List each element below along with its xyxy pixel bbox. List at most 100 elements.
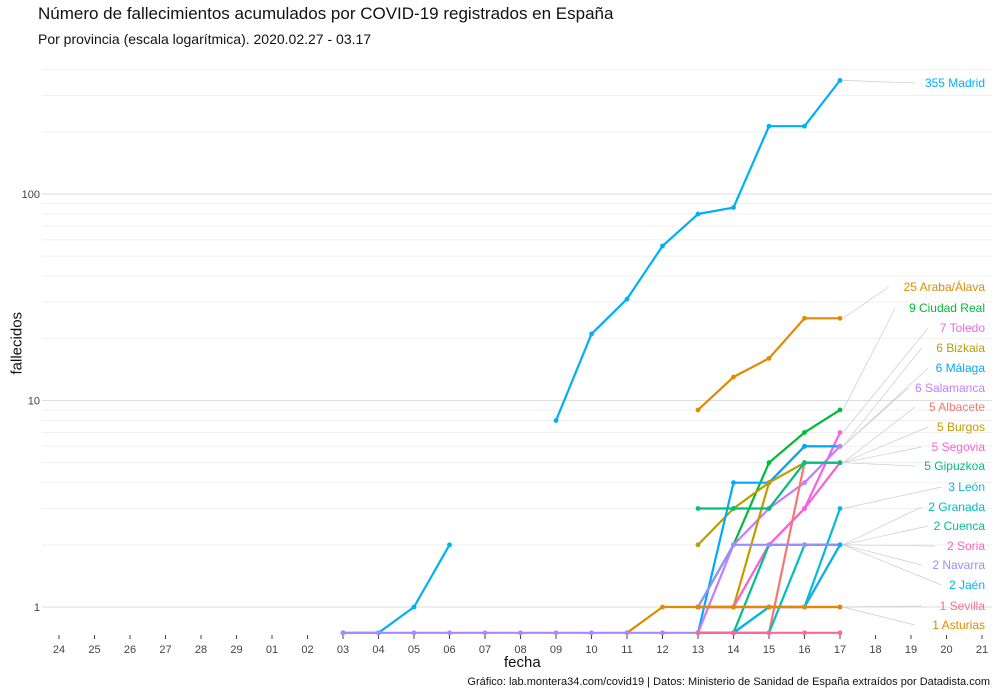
data-point	[518, 630, 523, 636]
data-point	[837, 460, 843, 466]
label-leader-line	[842, 446, 922, 464]
x-tick-label: 05	[408, 644, 420, 656]
data-point	[731, 205, 736, 210]
data-point	[766, 460, 772, 466]
data-point	[766, 506, 772, 511]
data-point	[376, 630, 381, 636]
data-point	[695, 604, 701, 610]
data-point	[802, 480, 807, 486]
data-point	[802, 443, 807, 449]
x-tick-label: 04	[372, 644, 384, 656]
series-label: 1 Sevilla	[940, 599, 986, 613]
series-label: 5 Burgos	[937, 420, 985, 434]
series-label: 2 Granada	[928, 500, 985, 514]
data-point	[837, 630, 843, 636]
label-leader-line	[842, 307, 896, 411]
data-point	[837, 604, 843, 610]
x-tick-label: 07	[479, 644, 491, 656]
x-tick-label: 29	[230, 644, 242, 656]
data-point	[837, 407, 843, 413]
data-point	[695, 506, 701, 511]
label-leader-line	[842, 544, 935, 547]
series-label: 2 Jaén	[949, 578, 985, 592]
data-point	[447, 542, 452, 548]
data-point	[766, 480, 772, 486]
data-point	[766, 604, 772, 610]
series-label: 6 Málaga	[936, 361, 986, 375]
label-leader-line	[842, 426, 929, 463]
label-leader-line	[842, 406, 916, 463]
series-label: 5 Gipuzkoa	[924, 459, 985, 473]
data-point	[731, 480, 736, 486]
y-tick-label: 10	[28, 396, 40, 408]
x-tick-label: 28	[195, 644, 207, 656]
x-tick-label: 11	[621, 644, 632, 656]
data-point	[660, 243, 665, 249]
data-point	[340, 630, 346, 636]
series-line-soria	[698, 544, 841, 609]
series-line-asturias	[626, 605, 840, 634]
x-tick-label: 14	[727, 644, 739, 656]
series-label: 2 Soria	[947, 539, 985, 553]
series-label: 5 Segovia	[932, 440, 986, 454]
data-point	[837, 506, 843, 511]
chart-title: Número de fallecimientos acumulados por …	[38, 4, 614, 23]
y-tick-label: 100	[22, 189, 40, 201]
x-tick-label: 25	[88, 644, 100, 656]
y-tick-label: 1	[34, 602, 40, 614]
series-label: 3 León	[948, 480, 985, 494]
series-line-araba/álava	[697, 317, 840, 411]
data-point	[837, 77, 843, 83]
series-label: 2 Cuenca	[934, 519, 986, 533]
x-tick-label: 12	[656, 644, 668, 656]
x-axis-label: fecha	[504, 654, 541, 671]
series-line-madrid	[343, 544, 451, 634]
data-point	[589, 331, 594, 337]
label-leader-line	[842, 605, 922, 608]
data-point	[802, 430, 807, 435]
label-leader-line	[842, 544, 942, 586]
label-leader-line	[842, 462, 916, 467]
x-tick-label: 16	[798, 644, 810, 656]
label-leader-line	[842, 327, 929, 433]
data-point	[802, 604, 807, 610]
data-point	[802, 460, 807, 466]
series-label: 7 Toledo	[940, 321, 985, 335]
data-point	[766, 542, 772, 548]
x-tick-label: 17	[834, 644, 846, 656]
label-leader-line	[842, 486, 942, 509]
data-point	[837, 315, 843, 321]
x-tick-label: 06	[443, 644, 455, 656]
series-label: 5 Albacete	[929, 400, 985, 414]
series-label: 25 Araba/Álava	[904, 279, 986, 294]
data-point	[802, 542, 807, 548]
x-tick-label: 24	[53, 644, 65, 656]
data-point	[660, 630, 665, 636]
x-tick-label: 18	[869, 644, 881, 656]
data-point	[837, 430, 843, 435]
x-tick-label: 13	[692, 644, 704, 656]
data-point	[624, 630, 630, 636]
data-point	[695, 630, 701, 636]
data-point	[553, 418, 559, 423]
chart-subtitle: Por provincia (escala logarítmica). 2020…	[38, 31, 372, 47]
data-point	[482, 630, 488, 636]
x-tick-label: 03	[337, 644, 349, 656]
label-leader-line	[842, 606, 916, 626]
series-label: 6 Bizkaia	[936, 341, 985, 355]
data-point	[695, 211, 701, 217]
series-label: 9 Ciudad Real	[909, 301, 985, 315]
x-tick-label: 01	[266, 644, 278, 656]
x-tick-label: 26	[124, 644, 136, 656]
x-tick-label: 09	[550, 644, 562, 656]
data-point	[447, 630, 452, 636]
label-leader-line	[842, 525, 929, 546]
x-tick-label: 02	[301, 644, 313, 656]
x-tick-label: 21	[976, 644, 988, 656]
data-point	[731, 604, 736, 610]
y-axis-label: fallecidos	[8, 311, 26, 375]
series-line-navarra	[697, 543, 840, 608]
caption: Gráfico: lab.montera34.com/covid19 | Dat…	[467, 676, 990, 688]
data-point	[731, 374, 736, 380]
